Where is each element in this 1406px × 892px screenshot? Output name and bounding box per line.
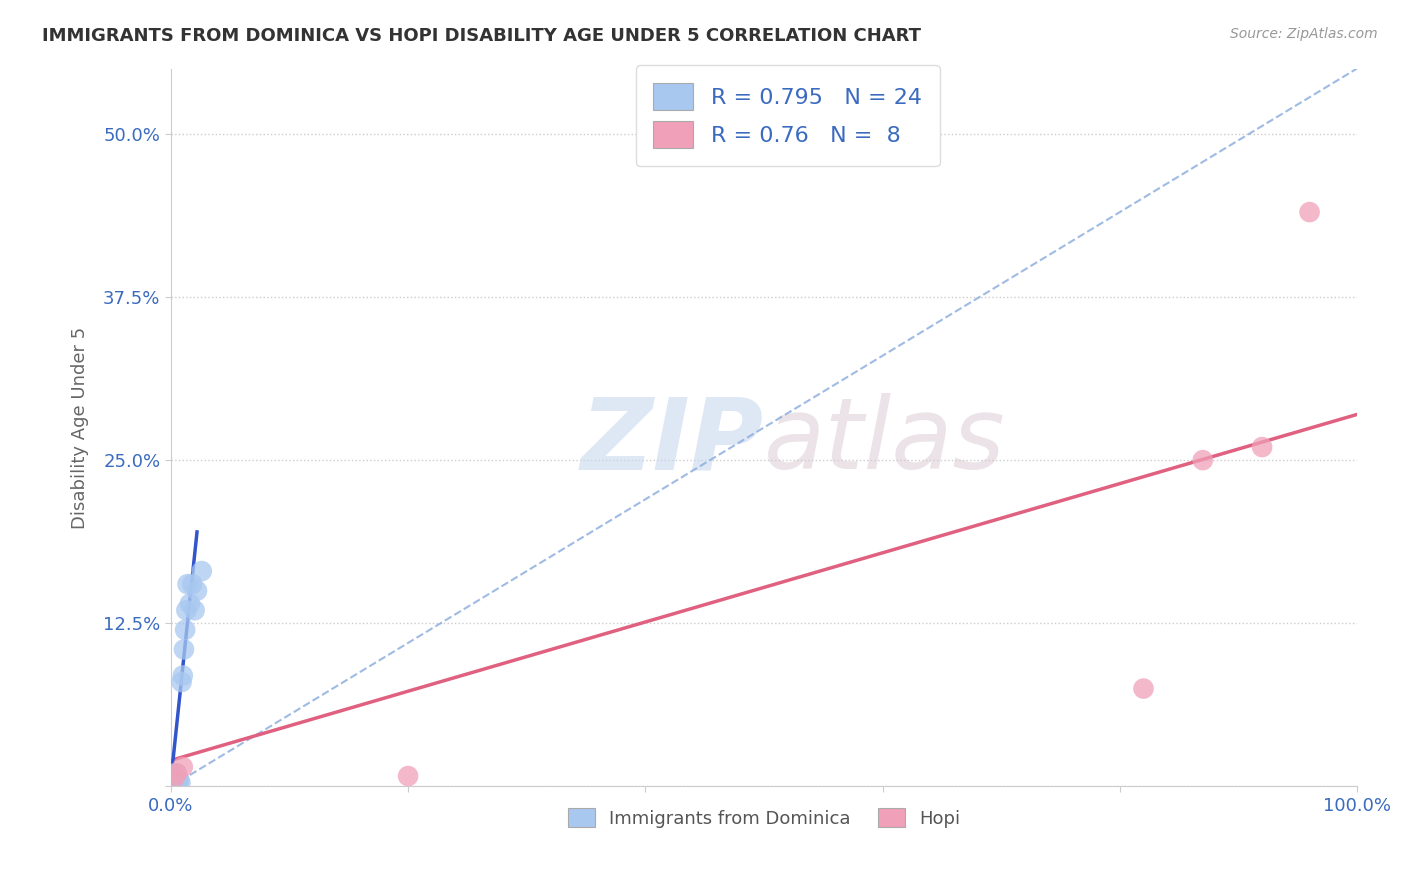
Point — [163, 772, 186, 787]
Text: Source: ZipAtlas.com: Source: ZipAtlas.com — [1230, 27, 1378, 41]
Point — [165, 775, 187, 789]
Point — [166, 772, 188, 787]
Point — [173, 642, 195, 657]
Point — [162, 775, 184, 789]
Text: atlas: atlas — [763, 393, 1005, 491]
Point — [165, 772, 187, 787]
Point — [190, 564, 212, 578]
Point — [183, 603, 205, 617]
Point — [172, 760, 194, 774]
Text: IMMIGRANTS FROM DOMINICA VS HOPI DISABILITY AGE UNDER 5 CORRELATION CHART: IMMIGRANTS FROM DOMINICA VS HOPI DISABIL… — [42, 27, 921, 45]
Point — [1132, 681, 1154, 696]
Point — [176, 577, 198, 591]
Point — [160, 775, 183, 789]
Point — [162, 772, 184, 787]
Text: ZIP: ZIP — [581, 393, 763, 491]
Point — [181, 577, 204, 591]
Point — [1251, 440, 1274, 454]
Point — [186, 583, 208, 598]
Point — [166, 766, 188, 780]
Point — [166, 766, 188, 780]
Y-axis label: Disability Age Under 5: Disability Age Under 5 — [72, 326, 89, 529]
Point — [172, 668, 194, 682]
Point — [169, 775, 191, 789]
Point — [179, 597, 201, 611]
Point — [1298, 205, 1320, 219]
Point — [167, 772, 190, 787]
Point — [174, 623, 197, 637]
Point — [1191, 453, 1213, 467]
Point — [163, 766, 186, 780]
Legend: Immigrants from Dominica, Hopi: Immigrants from Dominica, Hopi — [561, 801, 967, 835]
Point — [170, 675, 193, 690]
Point — [396, 769, 419, 783]
Point — [167, 772, 190, 787]
Point — [162, 772, 184, 787]
Point — [167, 775, 190, 789]
Point — [176, 603, 198, 617]
